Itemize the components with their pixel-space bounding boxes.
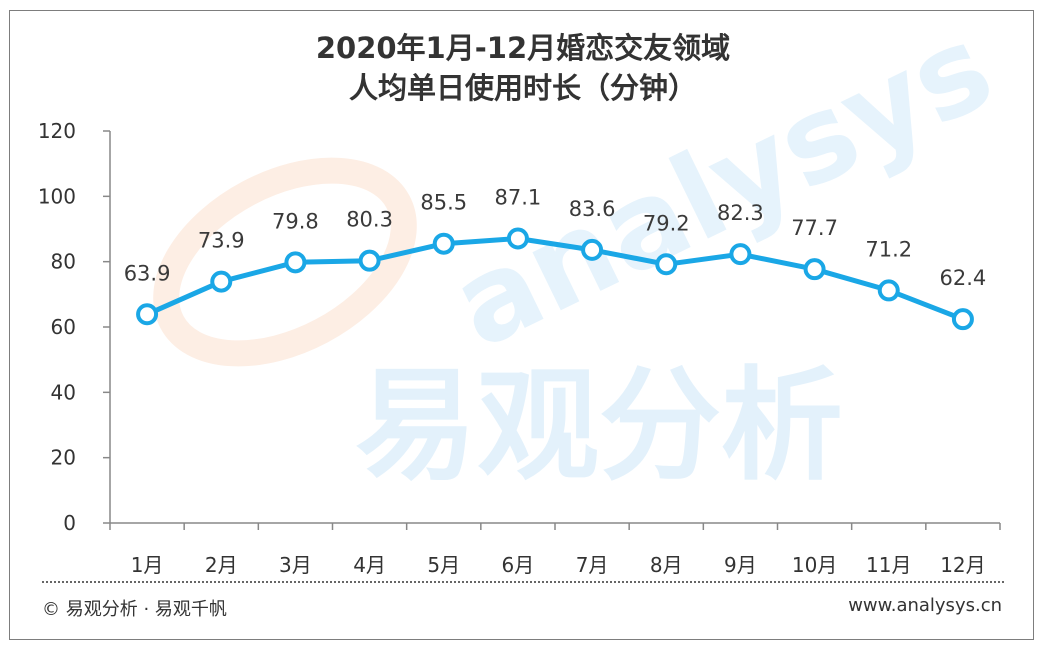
data-point: [506, 227, 529, 250]
y-tick-label: 80: [51, 250, 76, 274]
data-point: [803, 258, 826, 281]
chart-title: 2020年1月-12月婚恋交友领域 人均单日使用时长（分钟）: [0, 28, 1046, 108]
x-tick-label: 3月: [279, 553, 312, 577]
x-tick-label: 2月: [205, 553, 238, 577]
data-point: [284, 251, 307, 274]
data-point: [877, 279, 900, 302]
data-label: 71.2: [865, 237, 912, 261]
x-tick-label: 1月: [131, 553, 164, 577]
x-tick-label: 6月: [502, 553, 535, 577]
y-tick-label: 120: [38, 119, 76, 143]
x-tick-label: 7月: [576, 553, 609, 577]
x-tick-label: 12月: [940, 553, 985, 577]
data-label: 87.1: [495, 185, 542, 209]
watermark-cn: 易观分析: [355, 355, 843, 497]
data-label: 73.9: [198, 229, 245, 253]
source-url: www.analysys.cn: [848, 595, 1002, 616]
data-labels: 63.9 73.9 79.8 80.3 85.5 87.1 83.6 79.2 82.3 77.7…: [124, 185, 987, 290]
data-point: [136, 303, 159, 326]
x-tick-label: 9月: [724, 553, 757, 577]
data-label: 77.7: [791, 216, 838, 240]
data-point: [358, 249, 381, 272]
data-label: 82.3: [717, 201, 764, 225]
data-points: [136, 227, 974, 331]
x-tick-label: 8月: [650, 553, 683, 577]
chart-title-line-2: 人均单日使用时长（分钟）: [348, 71, 697, 105]
data-point: [432, 232, 455, 255]
data-label: 80.3: [346, 208, 393, 232]
data-label: 63.9: [124, 261, 171, 285]
chart-title-line-1: 2020年1月-12月婚恋交友领域: [315, 31, 731, 65]
y-tick-label: 100: [38, 184, 76, 208]
axes: [103, 130, 1001, 530]
source-note: © 易观分析 · 易观千帆: [42, 599, 227, 620]
x-tick-label: 11月: [866, 553, 911, 577]
y-tick-label: 0: [63, 511, 76, 535]
data-label: 83.6: [569, 197, 616, 221]
data-label: 85.5: [420, 191, 467, 215]
data-point: [951, 308, 974, 331]
data-label: 62.4: [940, 266, 987, 290]
watermark-logo-icon: [153, 157, 417, 367]
x-tick-label: 5月: [427, 553, 460, 577]
x-tick-label: 10月: [792, 553, 837, 577]
data-point: [581, 238, 604, 261]
y-tick-label: 20: [51, 446, 76, 470]
data-label: 79.8: [272, 209, 319, 233]
series-line: [146, 236, 964, 322]
y-tick-label: 60: [51, 315, 76, 339]
data-point: [655, 253, 678, 276]
data-point: [729, 243, 752, 266]
data-label: 79.2: [643, 211, 690, 235]
y-tick-label: 40: [51, 380, 76, 404]
x-tick-label: 4月: [353, 553, 386, 577]
data-point: [210, 270, 233, 293]
x-axis-ticks: 1月 2月 3月 4月 5月 6月 7月 8月 9月 10月 11月 12月: [131, 553, 986, 577]
y-axis-ticks: 0 20 40 60 80 100 120: [38, 119, 76, 535]
footer-divider: [42, 581, 1004, 583]
